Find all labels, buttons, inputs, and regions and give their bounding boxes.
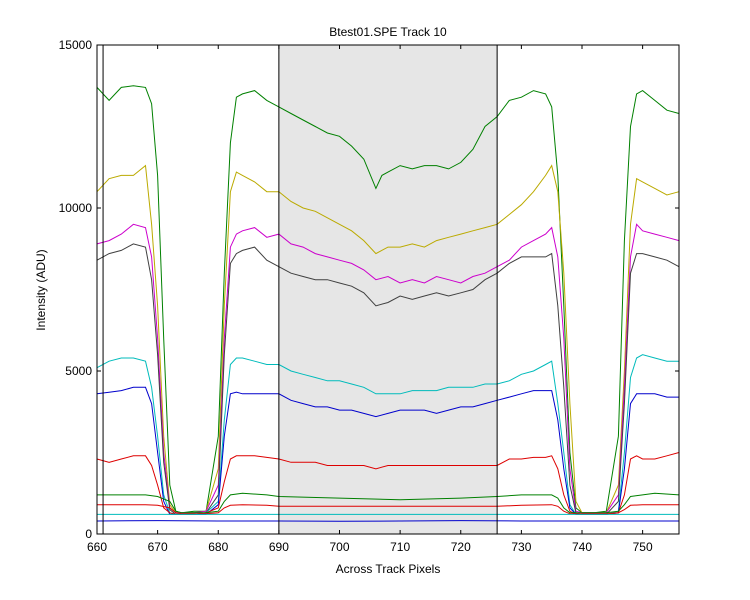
y-tick-label: 5000 xyxy=(65,364,92,378)
y-axis-label: Intensity (ADU) xyxy=(34,249,48,330)
x-tick-label: 750 xyxy=(633,540,653,554)
y-tick-label: 10000 xyxy=(59,201,93,215)
x-tick-label: 720 xyxy=(451,540,471,554)
x-tick-label: 730 xyxy=(511,540,531,554)
vertical-marker-layer xyxy=(102,45,498,534)
series-line-11 xyxy=(96,520,679,522)
plot-frame xyxy=(96,44,680,535)
y-tick-label: 0 xyxy=(85,527,92,541)
x-tick-label: 680 xyxy=(208,540,228,554)
x-tick-label: 690 xyxy=(269,540,289,554)
x-tick-label: 700 xyxy=(329,540,349,554)
chart-title: Btest01.SPE Track 10 xyxy=(329,25,447,39)
x-tick-label: 660 xyxy=(87,540,107,554)
shaded-region xyxy=(278,45,498,534)
series-line-8 xyxy=(97,492,680,514)
series-line-9 xyxy=(97,504,679,515)
x-tick-label: 740 xyxy=(572,540,592,554)
series-layer xyxy=(96,85,680,522)
tick-layer: 660 670 680 690 700 710 720 730 740 750 0 5000 10000… xyxy=(59,38,679,554)
x-axis-label: Across Track Pixels xyxy=(336,562,441,576)
x-tick-label: 670 xyxy=(148,540,168,554)
x-tick-label: 710 xyxy=(390,540,410,554)
y-tick-label: 15000 xyxy=(59,38,93,52)
